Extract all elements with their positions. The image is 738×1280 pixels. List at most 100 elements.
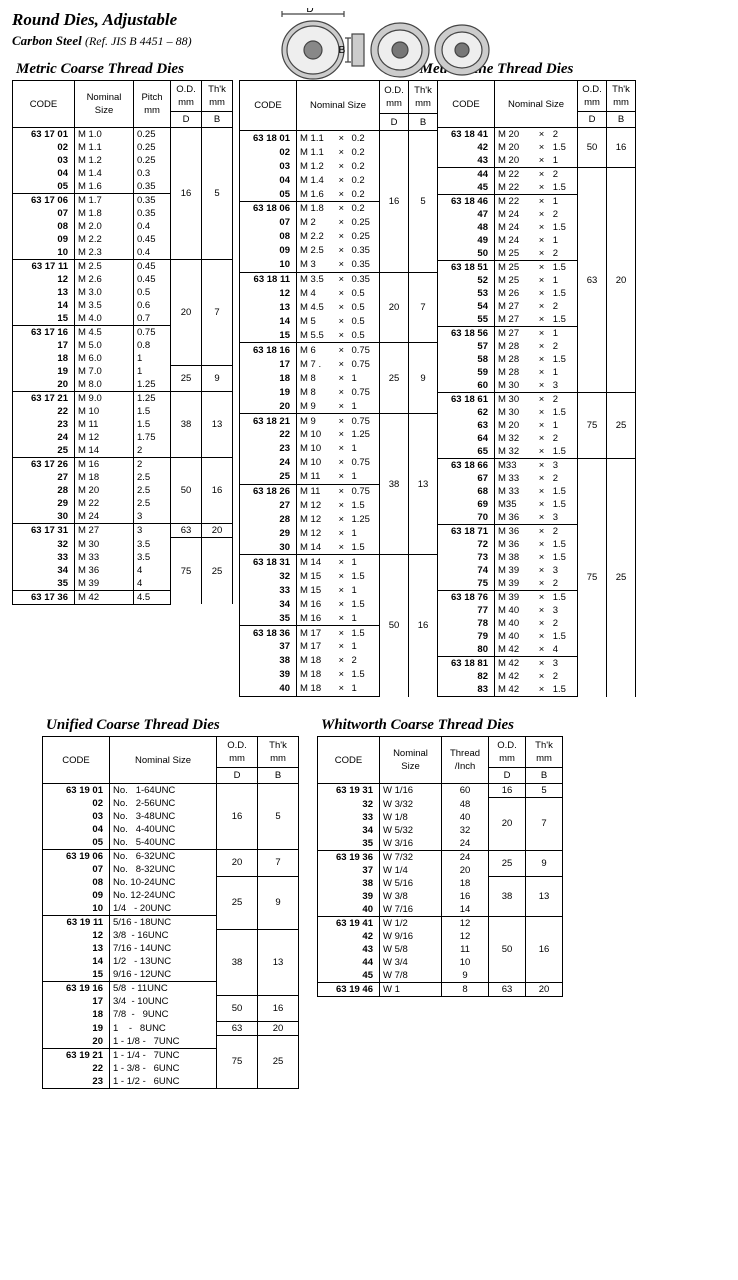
cell: × [533, 379, 549, 393]
cell: 53 [438, 287, 495, 300]
cell: 8 [442, 982, 489, 996]
cell: 1.75 [134, 431, 171, 444]
cell: M 39 [495, 564, 534, 577]
cell: 1.5 [550, 551, 578, 564]
cell: 15 [13, 312, 75, 326]
cell: 7 [258, 850, 299, 877]
cell: M 33 [495, 485, 534, 498]
cell: M 20 [495, 141, 534, 154]
cell: 63 17 36 [13, 590, 75, 604]
cell: 1 - 3/8 - 6UNC [110, 1062, 217, 1075]
cell: 5 [409, 131, 438, 272]
cell: No. 8-32UNC [110, 863, 217, 876]
cell: 1.5 [550, 683, 578, 697]
cell: 1 - 1/4 - 7UNC [110, 1049, 217, 1063]
cell: × [533, 340, 549, 353]
cell: 13 [409, 414, 438, 555]
cell: M 1.4 [75, 167, 134, 180]
cell: × [533, 591, 549, 605]
cell: × [334, 540, 348, 554]
cell: 0.7 [134, 312, 171, 326]
cell: × [533, 630, 549, 643]
cell: 3.5 [134, 551, 171, 564]
cell: 02 [13, 141, 75, 154]
cell: 1.5 [550, 406, 578, 419]
cell: × [533, 432, 549, 445]
cell: × [334, 272, 348, 286]
cell: 0.25 [134, 141, 171, 154]
cell: M 18 [297, 654, 335, 668]
cell: × [533, 327, 549, 341]
cell: 62 [438, 406, 495, 419]
cell: 1.5 [348, 626, 379, 640]
cell: 72 [438, 538, 495, 551]
section-title: Metric Coarse Thread Dies [16, 61, 233, 78]
cell: M 1.8 [297, 202, 335, 216]
cell: M 15 [297, 583, 335, 597]
cell: 20 [13, 378, 75, 392]
cell: × [533, 247, 549, 261]
cell: 04 [43, 823, 110, 836]
cell: 1.5 [550, 313, 578, 327]
cell: × [533, 683, 549, 697]
cell: 2 [134, 458, 171, 472]
cell: 05 [13, 180, 75, 194]
cell: M 38 [495, 551, 534, 564]
cell: 10 [43, 902, 110, 916]
cell: M 26 [495, 287, 534, 300]
cell: 25 [607, 459, 636, 697]
cell: 37 [318, 864, 380, 877]
cell: 18 [13, 352, 75, 365]
cell: 1 [348, 640, 379, 654]
cell: 2 [348, 654, 379, 668]
cell: 1 - 8UNC [110, 1021, 217, 1035]
cell: 16 [489, 784, 526, 798]
cell: M 27 [75, 524, 134, 538]
cell: 63 18 51 [438, 261, 495, 275]
cell: 1.5 [550, 630, 578, 643]
cell: 34 [240, 597, 297, 611]
cell: 3 [550, 657, 578, 671]
cell: M 20 [495, 419, 534, 432]
cell: M 1.0 [75, 128, 134, 142]
cell: 0.5 [348, 328, 379, 342]
cell: 0.25 [348, 216, 379, 230]
cell: 27 [13, 471, 75, 484]
cell: × [533, 657, 549, 671]
cell: M 30 [75, 538, 134, 551]
cell: 14 [240, 314, 297, 328]
cell: 4 [550, 643, 578, 657]
cell: 9/16 - 12UNC [110, 968, 217, 982]
cell: M 11 [297, 470, 335, 484]
cell: M 22 [495, 168, 534, 182]
cell: 33 [318, 811, 380, 824]
cell: × [334, 626, 348, 640]
cell: 32 [318, 798, 380, 811]
cell: M 1.7 [75, 194, 134, 208]
unified-section: Unified Coarse Thread Dies CODE Nominal … [42, 711, 299, 1089]
cell: 16 [442, 890, 489, 903]
cell: M 9 [297, 414, 335, 428]
cell: 1 [348, 470, 379, 484]
cell: 0.4 [134, 246, 171, 260]
cell: 1 [348, 583, 379, 597]
cell: × [533, 274, 549, 287]
cell: 7/16 - 14UNC [110, 942, 217, 955]
cell: × [533, 445, 549, 459]
cell: 1.5 [550, 261, 578, 275]
cell: M 5.5 [297, 328, 335, 342]
cell: 63 [489, 982, 526, 996]
cell: 1/2 - 13UNC [110, 955, 217, 968]
cell: 63 [171, 524, 202, 538]
cell: 40 [318, 903, 380, 917]
cell: M 8 [297, 371, 335, 385]
cell: 1/4 - 20UNC [110, 902, 217, 916]
cell: × [533, 128, 549, 142]
cell: 17 [43, 995, 110, 1008]
cell: 3 [550, 379, 578, 393]
cell: 1 [550, 419, 578, 432]
cell: M 1.6 [75, 180, 134, 194]
cell: 43 [438, 154, 495, 168]
cell: 5 [258, 784, 299, 850]
cell: No. 5-40UNC [110, 836, 217, 850]
